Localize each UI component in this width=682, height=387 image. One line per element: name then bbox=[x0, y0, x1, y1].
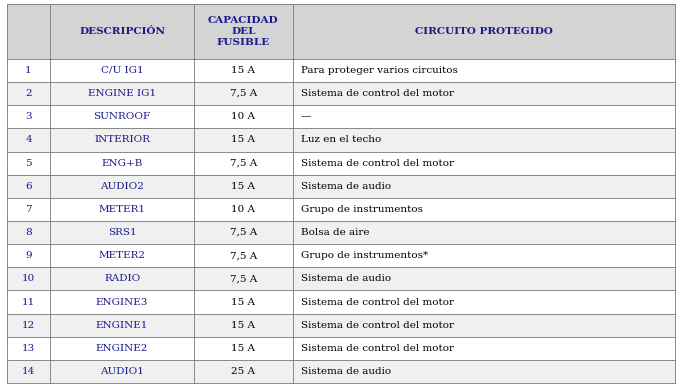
Text: SRS1: SRS1 bbox=[108, 228, 136, 237]
Bar bbox=[7, 128, 675, 151]
Text: Luz en el techo: Luz en el techo bbox=[301, 135, 381, 144]
Text: ENGINE2: ENGINE2 bbox=[96, 344, 148, 353]
Text: 15 A: 15 A bbox=[231, 344, 256, 353]
Text: Sistema de control del motor: Sistema de control del motor bbox=[301, 159, 454, 168]
Text: 15 A: 15 A bbox=[231, 182, 256, 191]
Text: 5: 5 bbox=[25, 159, 32, 168]
Text: 3: 3 bbox=[25, 112, 32, 121]
Text: —: — bbox=[301, 112, 311, 121]
Text: 2: 2 bbox=[25, 89, 32, 98]
Text: RADIO: RADIO bbox=[104, 274, 140, 283]
Text: 14: 14 bbox=[22, 367, 35, 376]
Text: CAPACIDAD
DEL
FUSIBLE: CAPACIDAD DEL FUSIBLE bbox=[208, 16, 279, 47]
Bar bbox=[7, 244, 675, 267]
Text: SUNROOF: SUNROOF bbox=[93, 112, 151, 121]
Bar bbox=[7, 105, 675, 128]
Text: CIRCUITO PROTEGIDO: CIRCUITO PROTEGIDO bbox=[415, 27, 553, 36]
Bar bbox=[7, 82, 675, 105]
Text: 7: 7 bbox=[25, 205, 32, 214]
Bar bbox=[7, 152, 675, 175]
Text: ENGINE IG1: ENGINE IG1 bbox=[88, 89, 156, 98]
Text: 11: 11 bbox=[22, 298, 35, 307]
Text: AUDIO2: AUDIO2 bbox=[100, 182, 144, 191]
Text: 15 A: 15 A bbox=[231, 298, 256, 307]
Text: 10 A: 10 A bbox=[231, 112, 256, 121]
Text: 7,5 A: 7,5 A bbox=[230, 159, 257, 168]
Bar bbox=[7, 337, 675, 360]
Text: 7,5 A: 7,5 A bbox=[230, 251, 257, 260]
Text: METER2: METER2 bbox=[99, 251, 146, 260]
Text: 25 A: 25 A bbox=[231, 367, 256, 376]
Text: 7,5 A: 7,5 A bbox=[230, 228, 257, 237]
Text: METER1: METER1 bbox=[99, 205, 146, 214]
Text: 10 A: 10 A bbox=[231, 205, 256, 214]
Bar bbox=[7, 175, 675, 198]
Text: Sistema de control del motor: Sistema de control del motor bbox=[301, 298, 454, 307]
Text: 8: 8 bbox=[25, 228, 32, 237]
Bar bbox=[7, 221, 675, 244]
Text: Sistema de control del motor: Sistema de control del motor bbox=[301, 344, 454, 353]
Text: 6: 6 bbox=[25, 182, 32, 191]
Text: 7,5 A: 7,5 A bbox=[230, 274, 257, 283]
Text: INTERIOR: INTERIOR bbox=[94, 135, 150, 144]
Text: ENG+B: ENG+B bbox=[102, 159, 143, 168]
Text: Sistema de audio: Sistema de audio bbox=[301, 182, 391, 191]
Text: 12: 12 bbox=[22, 321, 35, 330]
Bar bbox=[7, 267, 675, 291]
Text: Grupo de instrumentos: Grupo de instrumentos bbox=[301, 205, 423, 214]
Text: Bolsa de aire: Bolsa de aire bbox=[301, 228, 370, 237]
Text: 7,5 A: 7,5 A bbox=[230, 89, 257, 98]
Bar bbox=[7, 4, 675, 59]
Text: 1: 1 bbox=[25, 66, 32, 75]
Text: 15 A: 15 A bbox=[231, 66, 256, 75]
Text: 10: 10 bbox=[22, 274, 35, 283]
Text: 13: 13 bbox=[22, 344, 35, 353]
Text: Sistema de audio: Sistema de audio bbox=[301, 274, 391, 283]
Text: 15 A: 15 A bbox=[231, 321, 256, 330]
Text: C/U IG1: C/U IG1 bbox=[101, 66, 143, 75]
Bar bbox=[7, 59, 675, 82]
Text: DESCRIPCIÓN: DESCRIPCIÓN bbox=[79, 27, 165, 36]
Text: ENGINE3: ENGINE3 bbox=[96, 298, 148, 307]
Text: Sistema de audio: Sistema de audio bbox=[301, 367, 391, 376]
Bar bbox=[7, 360, 675, 383]
Text: 9: 9 bbox=[25, 251, 32, 260]
Bar bbox=[7, 291, 675, 313]
Text: 4: 4 bbox=[25, 135, 32, 144]
Text: ENGINE1: ENGINE1 bbox=[96, 321, 148, 330]
Bar bbox=[7, 313, 675, 337]
Text: AUDIO1: AUDIO1 bbox=[100, 367, 144, 376]
Text: Grupo de instrumentos*: Grupo de instrumentos* bbox=[301, 251, 428, 260]
Text: Sistema de control del motor: Sistema de control del motor bbox=[301, 321, 454, 330]
Text: Sistema de control del motor: Sistema de control del motor bbox=[301, 89, 454, 98]
Bar bbox=[7, 198, 675, 221]
Text: Para proteger varios circuitos: Para proteger varios circuitos bbox=[301, 66, 458, 75]
Text: 15 A: 15 A bbox=[231, 135, 256, 144]
